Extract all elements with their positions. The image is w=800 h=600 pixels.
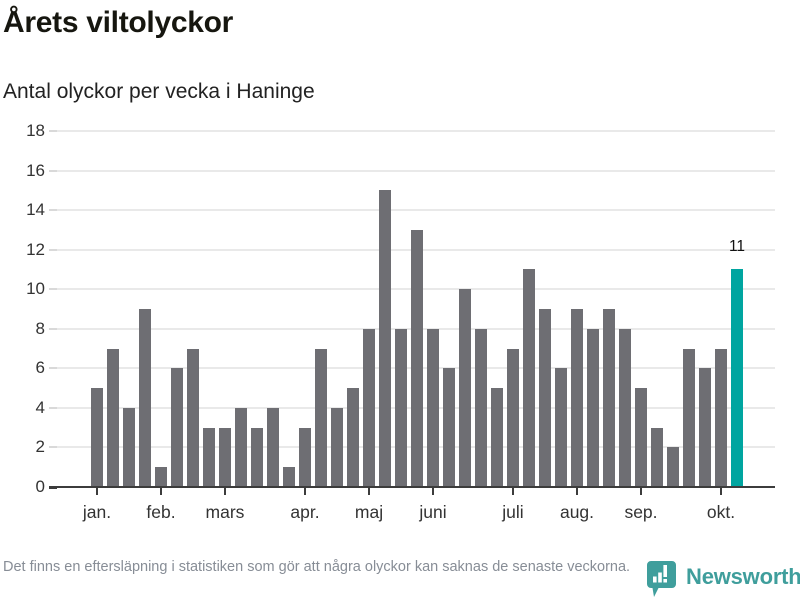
bar — [155, 467, 167, 487]
bar — [171, 368, 183, 487]
bar — [347, 388, 359, 487]
highlight-bar — [731, 269, 743, 487]
y-axis-tick-label: 16 — [26, 161, 45, 180]
y-axis-tick-label: 10 — [26, 279, 45, 298]
footnote-text: Det finns en eftersläpning i statistiken… — [3, 559, 631, 575]
newsworthy-logo: Newsworthy — [646, 560, 800, 600]
bar — [539, 309, 551, 487]
bar — [267, 408, 279, 487]
y-axis-tick-label: 0 — [35, 477, 45, 496]
bar — [91, 388, 103, 487]
x-axis-tick — [96, 488, 98, 495]
y-axis-tick — [49, 446, 57, 448]
y-axis-tick-label: 8 — [35, 319, 45, 338]
x-axis-month-label: mars — [205, 502, 245, 522]
x-axis-month-label: okt. — [706, 502, 736, 522]
y-axis-tick — [49, 367, 57, 369]
bar — [283, 467, 295, 487]
x-axis-tick — [368, 488, 370, 495]
bar — [699, 368, 711, 487]
y-axis-tick — [49, 407, 57, 409]
bar — [555, 368, 567, 487]
last-bar-value-label: 11 — [728, 238, 746, 255]
bar — [587, 329, 599, 487]
x-axis-tick — [160, 488, 162, 495]
y-axis-tick-label: 18 — [26, 121, 45, 140]
bar — [603, 309, 615, 487]
bar — [459, 289, 471, 487]
x-axis-month-label: maj — [354, 502, 384, 522]
bar — [235, 408, 247, 487]
bar — [443, 368, 455, 487]
x-axis-tick — [224, 488, 226, 495]
y-axis-tick-label: 4 — [35, 398, 45, 417]
x-axis-tick — [576, 488, 578, 495]
x-axis-tick — [640, 488, 642, 495]
bar — [203, 428, 215, 487]
bar — [363, 329, 375, 487]
bar — [379, 190, 391, 487]
bar — [427, 329, 439, 487]
bar — [635, 388, 647, 487]
bar — [139, 309, 151, 487]
newsworthy-wordmark: Newsworthy — [686, 564, 800, 589]
y-axis-tick — [49, 288, 57, 290]
bar — [123, 408, 135, 487]
bar — [571, 309, 583, 487]
bar — [315, 349, 327, 487]
chart-subtitle: Antal olyckor per vecka i Haninge — [3, 80, 315, 103]
bar — [219, 428, 231, 487]
bar — [187, 349, 199, 487]
y-axis-tick — [49, 328, 57, 330]
x-axis-tick — [432, 488, 434, 495]
bar — [411, 230, 423, 487]
y-axis-tick-label: 12 — [26, 240, 45, 259]
y-axis-tick — [49, 209, 57, 211]
x-axis-month-label: sep. — [624, 502, 658, 522]
y-axis-tick — [49, 249, 57, 251]
bar — [619, 329, 631, 487]
bar — [683, 349, 695, 487]
bar — [475, 329, 487, 487]
x-axis-month-label: juli — [502, 502, 524, 522]
bar — [667, 447, 679, 487]
bar — [331, 408, 343, 487]
x-axis-month-label: jan. — [82, 502, 112, 522]
bar — [299, 428, 311, 487]
y-axis-tick — [49, 170, 57, 172]
x-axis-month-label: apr. — [290, 502, 320, 522]
bar — [395, 329, 407, 487]
x-axis-line — [57, 486, 775, 488]
y-axis-tick-label: 14 — [26, 200, 45, 219]
x-axis-month-label: aug. — [559, 502, 595, 522]
bar — [507, 349, 519, 487]
x-axis-tick — [304, 488, 306, 495]
x-axis-tick — [512, 488, 514, 495]
bar — [523, 269, 535, 487]
y-axis-tick — [49, 130, 57, 132]
bar — [251, 428, 263, 487]
y-gridline — [57, 209, 775, 211]
x-axis-month-label: feb. — [146, 502, 176, 522]
y-axis-zero-tick — [49, 486, 57, 489]
x-axis-tick — [720, 488, 722, 495]
y-axis-tick-label: 2 — [35, 437, 45, 456]
newsworthy-bubble-chart-icon — [646, 560, 679, 600]
page-title: Årets viltolyckor — [3, 6, 233, 39]
bar — [491, 388, 503, 487]
x-axis-month-label: juni — [419, 502, 447, 522]
bar — [715, 349, 727, 487]
bar — [107, 349, 119, 487]
y-axis-tick-label: 6 — [35, 358, 45, 377]
y-gridline — [57, 170, 775, 172]
bar — [651, 428, 663, 487]
y-gridline — [57, 130, 775, 132]
